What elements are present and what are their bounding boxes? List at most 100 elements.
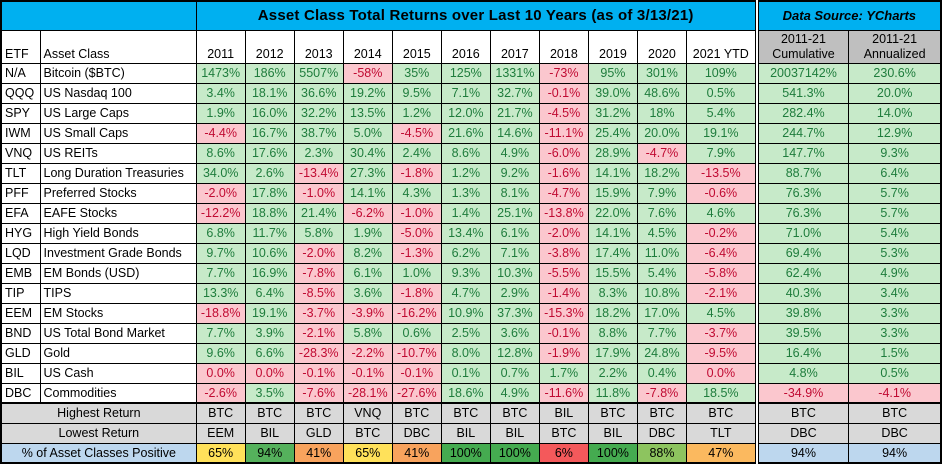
return-cell[interactable]: 7.7% [195,262,246,284]
return-cell[interactable]: -2.0% [293,242,344,264]
return-cell[interactable]: 12.9% [848,122,942,144]
return-cell[interactable]: 5.7% [848,202,942,224]
etf-cell[interactable]: SPY [0,102,41,124]
return-cell[interactable]: 6.8% [195,222,246,244]
return-cell[interactable]: 13.3% [195,282,246,304]
percent-positive-cell[interactable]: 100% [489,442,540,464]
return-cell[interactable]: 32.7% [489,82,540,104]
return-cell[interactable]: 3.5% [244,382,295,404]
return-cell[interactable]: 1.3% [440,182,491,204]
period-column-header[interactable]: 2014 [342,29,393,64]
asset-class-cell[interactable]: US REITs [39,142,197,164]
lowest-return-cell[interactable]: GLD [293,422,344,444]
return-cell[interactable]: 9.2% [489,162,540,184]
return-cell[interactable]: 71.0% [754,222,850,244]
lowest-return-cell[interactable]: BTC [342,422,393,444]
return-cell[interactable]: -1.3% [391,242,442,264]
return-cell[interactable]: -4.1% [848,382,942,404]
return-cell[interactable]: 62.4% [754,262,850,284]
return-cell[interactable]: 27.3% [342,162,393,184]
return-cell[interactable]: 16.4% [754,342,850,364]
return-cell[interactable]: -28.3% [293,342,344,364]
asset-class-cell[interactable]: US Large Caps [39,102,197,124]
etf-cell[interactable]: PFF [0,182,41,204]
highest-return-cell[interactable]: BTC [244,402,295,424]
return-cell[interactable]: 19.1% [244,302,295,324]
lowest-return-cell[interactable]: BIL [244,422,295,444]
highest-return-cell[interactable]: BTC [391,402,442,424]
return-cell[interactable]: 2.6% [244,162,295,184]
return-cell[interactable]: 5.3% [848,242,942,264]
return-cell[interactable]: 17.9% [587,342,638,364]
etf-cell[interactable]: VNQ [0,142,41,164]
percent-positive-cell[interactable]: 100% [440,442,491,464]
return-cell[interactable]: 4.9% [848,262,942,284]
highest-return-cell[interactable]: BTC [587,402,638,424]
percent-positive-cell[interactable]: 65% [195,442,246,464]
return-cell[interactable]: -4.7% [636,142,687,164]
return-cell[interactable]: -5.8% [685,262,758,284]
return-cell[interactable]: 282.4% [754,102,850,124]
return-cell[interactable]: 3.4% [848,282,942,304]
return-cell[interactable]: 147.7% [754,142,850,164]
return-cell[interactable]: 0.0% [195,362,246,384]
etf-cell[interactable]: EFA [0,202,41,224]
return-cell[interactable]: 25.4% [587,122,638,144]
asset-class-cell[interactable]: Gold [39,342,197,364]
return-cell[interactable]: 6.4% [848,162,942,184]
return-cell[interactable]: 5.0% [342,122,393,144]
period-column-header[interactable]: 2012 [244,29,295,64]
etf-cell[interactable]: TIP [0,282,41,304]
return-cell[interactable]: 10.6% [244,242,295,264]
return-cell[interactable]: 17.0% [636,302,687,324]
return-cell[interactable]: 8.3% [587,282,638,304]
return-cell[interactable]: 5.4% [685,102,758,124]
asset-class-cell[interactable]: Preferred Stocks [39,182,197,204]
return-cell[interactable]: -1.0% [293,182,344,204]
return-cell[interactable]: 0.5% [685,82,758,104]
etf-cell[interactable]: EEM [0,302,41,324]
period-column-header[interactable]: 2019 [587,29,638,64]
return-cell[interactable]: 0.0% [685,362,758,384]
return-cell[interactable]: 88.7% [754,162,850,184]
highest-return-cell[interactable]: BTC [489,402,540,424]
return-cell[interactable]: 12.0% [440,102,491,124]
return-cell[interactable]: 0.0% [244,362,295,384]
return-cell[interactable]: 4.9% [489,382,540,404]
period-column-header[interactable]: 2018 [538,29,589,64]
return-cell[interactable]: -8.5% [293,282,344,304]
return-cell[interactable]: 301% [636,62,687,84]
return-cell[interactable]: 36.6% [293,82,344,104]
highest-return-cell[interactable]: VNQ [342,402,393,424]
lowest-return-cell[interactable]: BTC [538,422,589,444]
lowest-return-cell[interactable]: DBC [636,422,687,444]
return-cell[interactable]: 4.8% [754,362,850,384]
return-cell[interactable]: -73% [538,62,589,84]
asset-class-column-header[interactable]: Asset Class [39,29,197,64]
return-cell[interactable]: 14.1% [587,222,638,244]
return-cell[interactable]: 17.4% [587,242,638,264]
return-cell[interactable]: -18.8% [195,302,246,324]
etf-cell[interactable]: N/A [0,62,41,84]
return-cell[interactable]: -13.4% [293,162,344,184]
return-cell[interactable]: -0.1% [538,82,589,104]
return-cell[interactable]: 21.7% [489,102,540,124]
lowest-return-cell[interactable]: BIL [440,422,491,444]
return-cell[interactable]: 34.0% [195,162,246,184]
return-cell[interactable]: 11.7% [244,222,295,244]
period-column-header[interactable]: 2016 [440,29,491,64]
return-cell[interactable]: 8.2% [342,242,393,264]
return-cell[interactable]: 3.6% [489,322,540,344]
return-cell[interactable]: 9.3% [440,262,491,284]
return-cell[interactable]: 5.7% [848,182,942,204]
return-cell[interactable]: -2.1% [685,282,758,304]
return-cell[interactable]: 541.3% [754,82,850,104]
asset-class-cell[interactable]: High Yield Bonds [39,222,197,244]
return-cell[interactable]: -1.0% [391,202,442,224]
return-cell[interactable]: -9.5% [685,342,758,364]
return-cell[interactable]: 109% [685,62,758,84]
return-cell[interactable]: 8.8% [587,322,638,344]
return-cell[interactable]: 17.6% [244,142,295,164]
return-cell[interactable]: -3.9% [342,302,393,324]
return-cell[interactable]: 39.5% [754,322,850,344]
